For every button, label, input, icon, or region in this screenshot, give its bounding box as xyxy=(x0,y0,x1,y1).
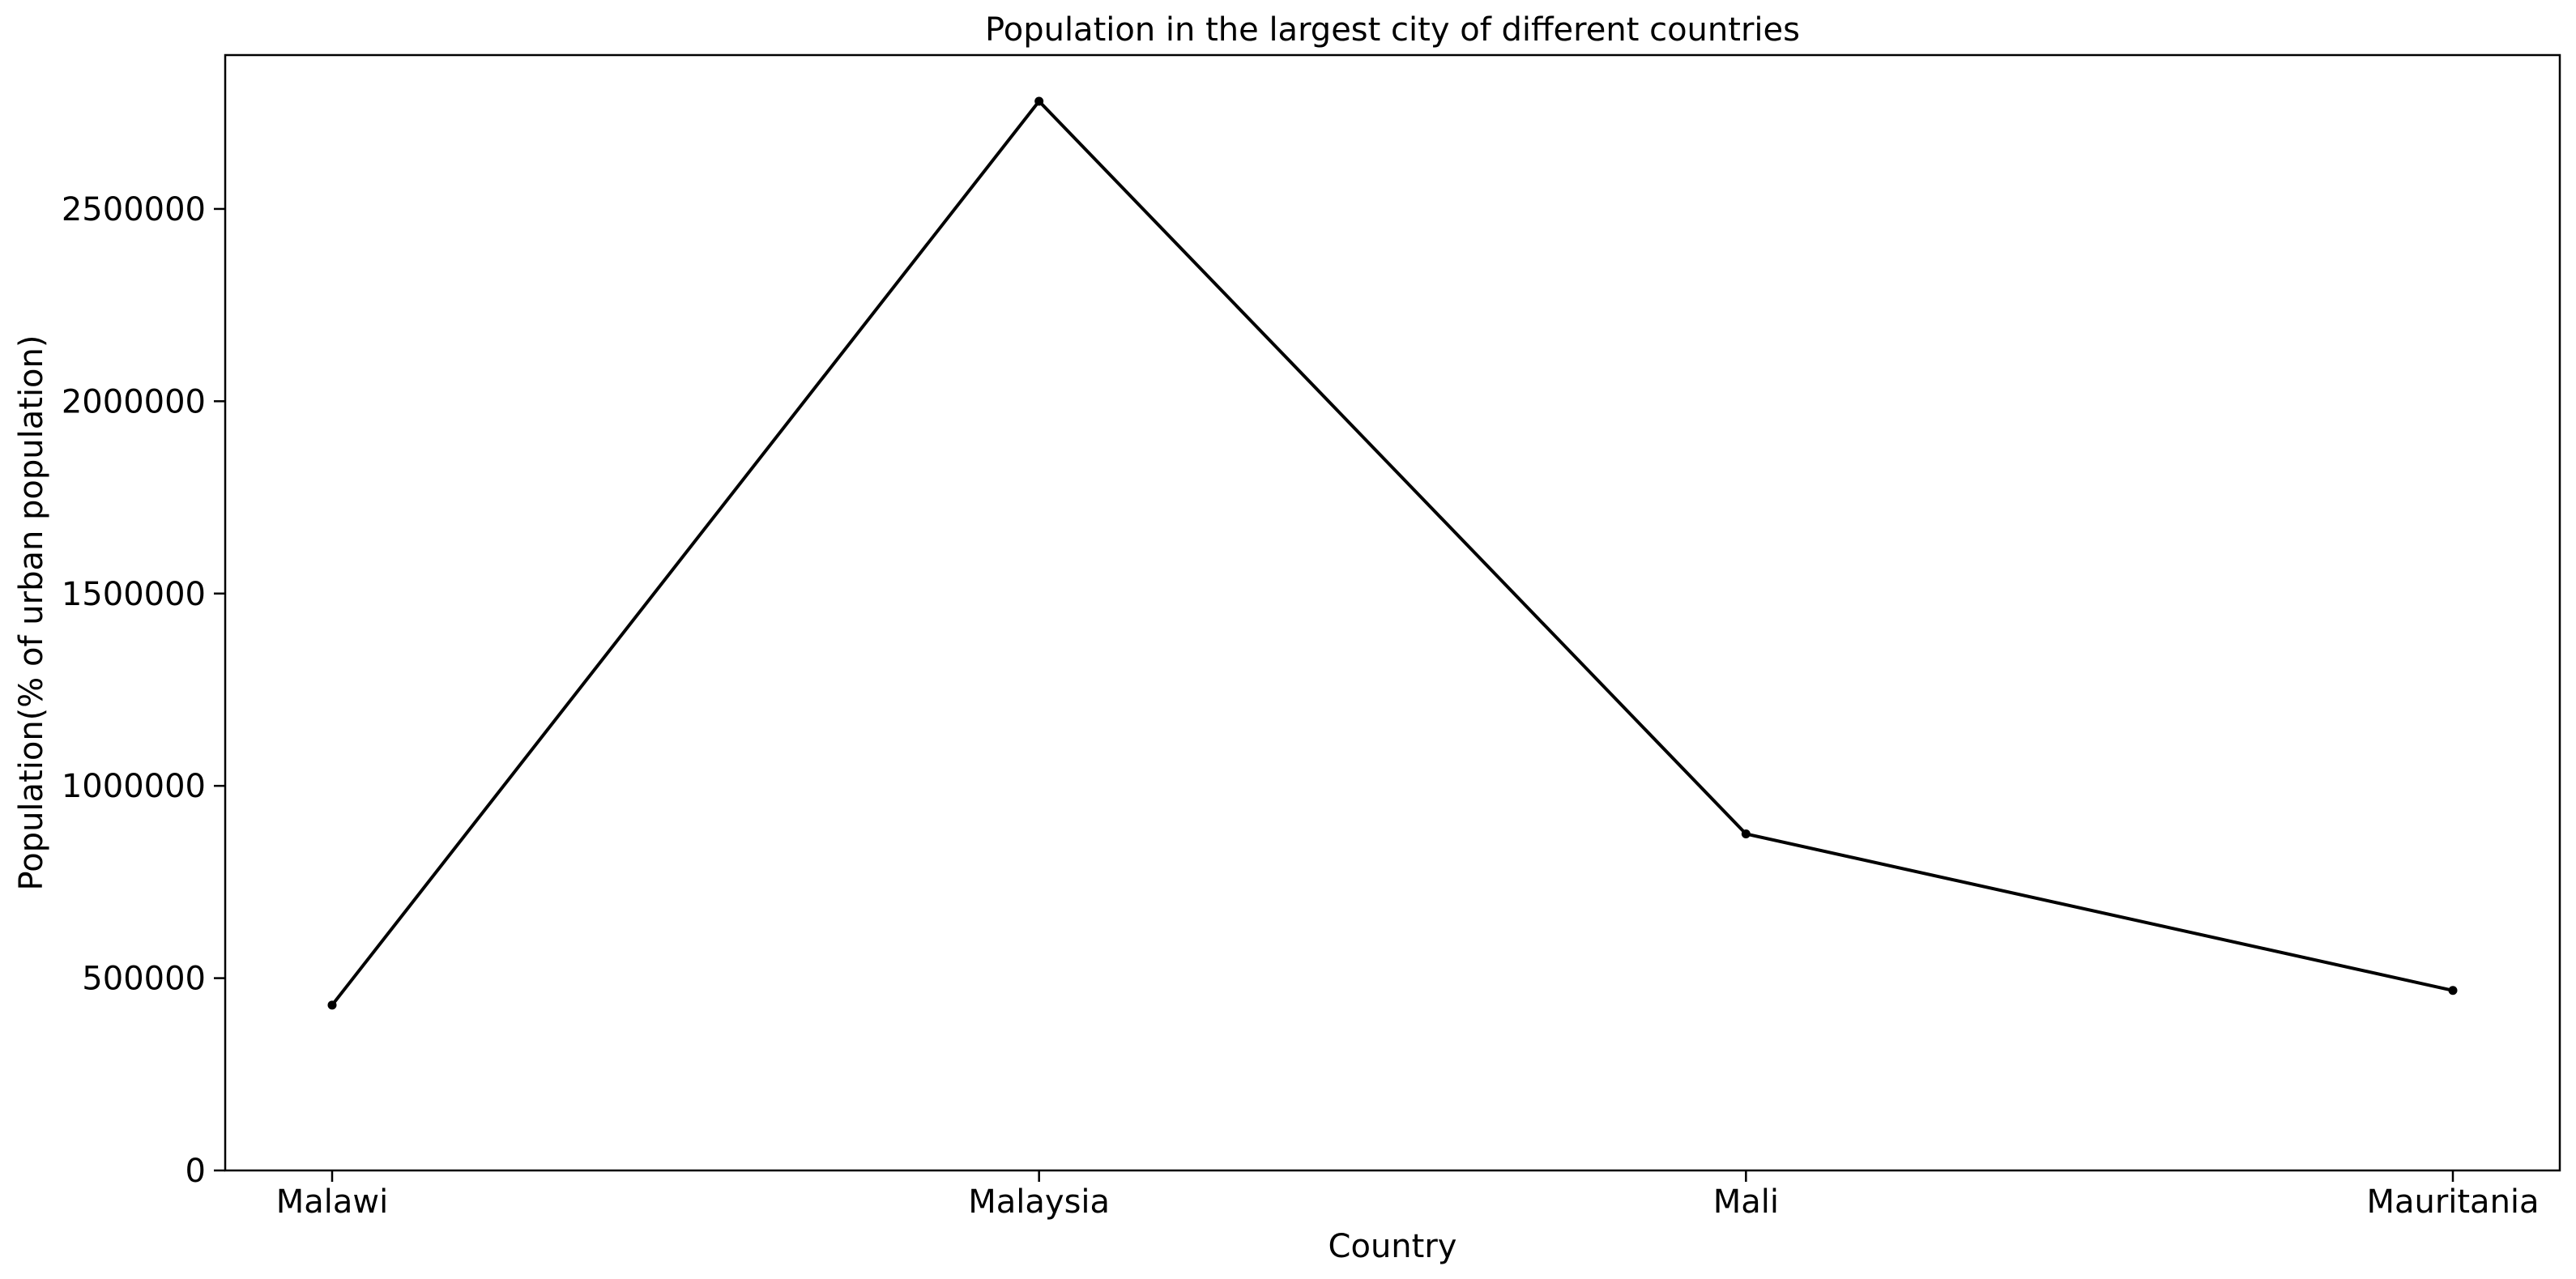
x-tick-label: Malawi xyxy=(276,1183,388,1221)
data-point-mauritania xyxy=(2448,986,2458,995)
y-axis-title: Population(% of urban population) xyxy=(13,335,50,891)
y-tick-label: 1500000 xyxy=(62,576,206,613)
y-tick-label: 1000000 xyxy=(62,768,206,805)
data-point-mali xyxy=(1741,829,1751,839)
plot-area-frame xyxy=(224,53,2561,1172)
data-point-malaysia xyxy=(1034,96,1044,106)
y-tick-label: 0 xyxy=(186,1153,206,1190)
y-tick-label: 500000 xyxy=(82,961,206,998)
x-tick-label: Mauritania xyxy=(2366,1183,2539,1221)
y-axis-ticks: 0 500000 1000000 1500000 2000000 2500000 xyxy=(62,191,225,1190)
x-axis-title: Country xyxy=(1329,1228,1457,1265)
x-axis-ticks: Malawi Malaysia Mali Mauritania xyxy=(276,1170,2540,1221)
y-tick-label: 2500000 xyxy=(62,191,206,228)
chart-title: Population in the largest city of differ… xyxy=(985,11,1800,49)
y-tick-label: 2000000 xyxy=(62,383,206,420)
x-tick-label: Mali xyxy=(1713,1183,1779,1221)
series-line xyxy=(331,99,2454,1007)
x-tick-label: Malaysia xyxy=(968,1183,1110,1221)
plot-series xyxy=(327,96,2458,1010)
data-point-malawi xyxy=(327,1000,337,1010)
